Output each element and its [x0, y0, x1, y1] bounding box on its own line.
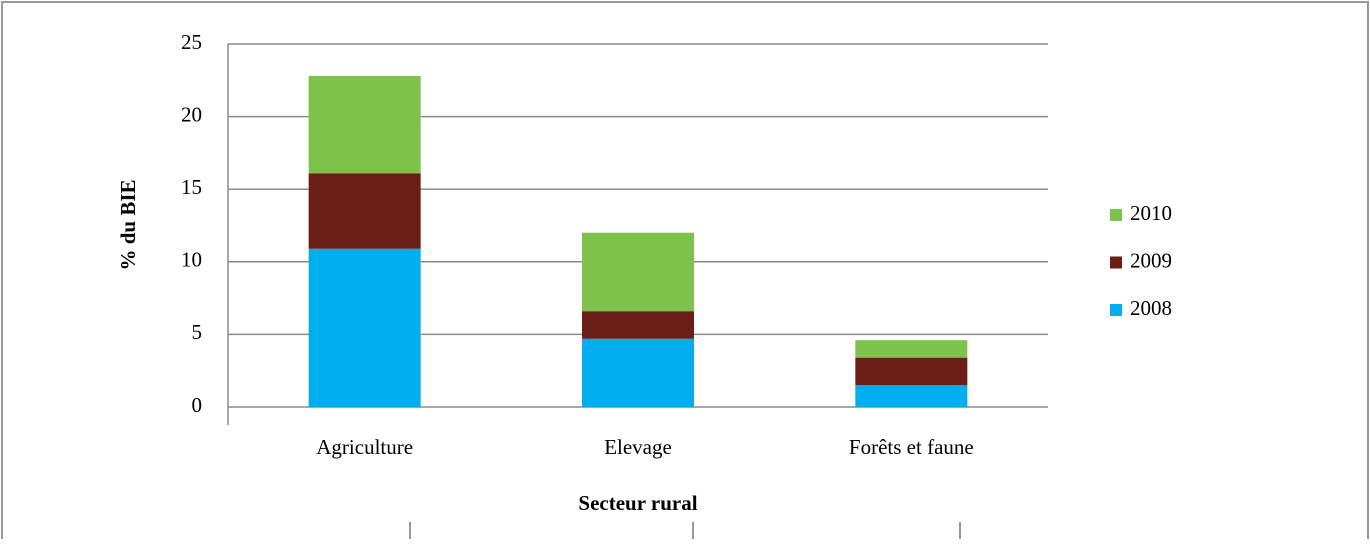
bar-segment	[582, 338, 694, 407]
legend-label: 2009	[1130, 248, 1172, 272]
bar-segment	[855, 357, 968, 386]
x-tick-label: Forêts et faune	[849, 435, 974, 459]
x-tick-label: Agriculture	[316, 435, 413, 459]
y-axis-title: % du BIE	[116, 179, 140, 270]
y-tick-label: 20	[181, 102, 202, 126]
bar-segment	[308, 248, 421, 407]
y-tick-label: 25	[181, 30, 202, 54]
y-tick-label: 10	[181, 248, 202, 272]
bar-segment	[582, 232, 694, 312]
legend-label: 2008	[1130, 296, 1172, 320]
legend-swatch	[1110, 209, 1122, 221]
legend-swatch	[1110, 304, 1122, 316]
bar-segment	[308, 173, 421, 249]
bar-segment	[308, 75, 421, 174]
y-tick-label: 15	[181, 175, 202, 199]
x-axis-title: Secteur rural	[578, 491, 697, 515]
bar-segment	[582, 311, 694, 339]
bar-segment	[855, 340, 968, 358]
legend-label: 2010	[1130, 201, 1172, 225]
legend-swatch	[1110, 256, 1122, 269]
bar-segment	[855, 385, 968, 407]
x-tick-label: Elevage	[604, 435, 672, 459]
y-tick-label: 0	[192, 393, 203, 417]
y-tick-label: 5	[192, 320, 203, 344]
